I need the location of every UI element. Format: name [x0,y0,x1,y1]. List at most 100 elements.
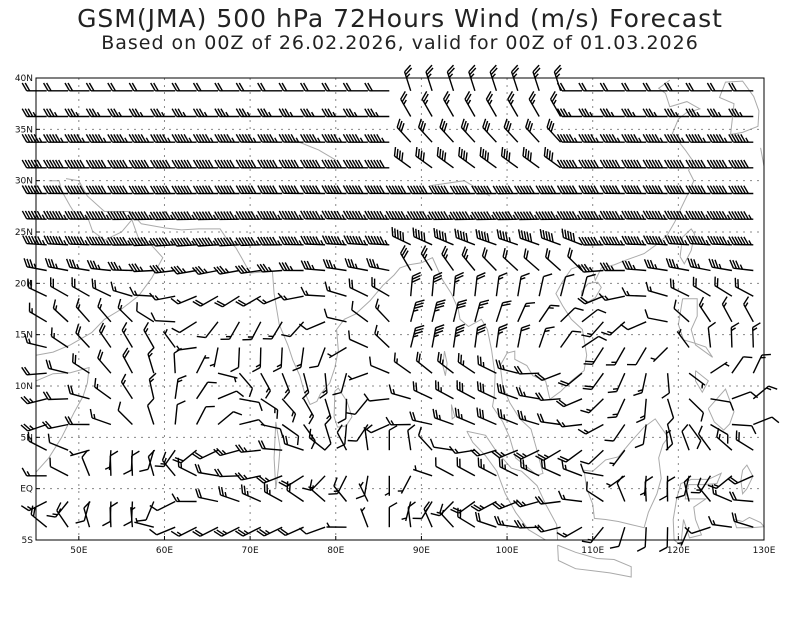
wind-barb [321,185,347,195]
wind-barb [697,425,712,451]
wind-barb [410,271,421,297]
wind-barb [431,271,443,297]
wind-barb [522,147,540,169]
wind-barb [107,185,133,195]
wind-barb [752,353,771,374]
map-subtitle: Based on 00Z of 26.02.2026, valid for 00… [101,32,699,54]
wind-barb [75,501,91,524]
wind-barb [257,82,283,92]
wind-barb [658,527,669,553]
wind-barb [64,134,90,143]
wind-barb [150,108,176,118]
wind-barb [374,298,390,323]
wind-barb [581,321,604,338]
wind-barb [688,424,702,450]
wind-barb [107,108,133,118]
wind-barb [688,372,706,389]
wind-barb [117,401,133,425]
wind-barb [579,449,604,465]
wind-barb [557,490,583,503]
wind-barb [729,259,754,272]
wind-barb [721,296,733,323]
wind-barb [710,361,730,374]
wind-barb [493,515,518,528]
wind-barb [64,108,90,118]
wind-barb [333,477,348,502]
wind-barb [458,147,476,169]
wind-barb [321,82,347,92]
wind-barb [642,133,668,143]
wind-barb [728,185,754,195]
wind-barb [561,459,583,477]
wind-barb [513,365,540,375]
wind-barb [599,82,625,92]
lat-tick-label: 30N [15,177,33,187]
wind-barb [278,475,304,488]
wind-barb [474,272,486,297]
coastline [333,387,353,428]
wind-barb [621,133,647,143]
wind-barb [684,526,711,535]
wind-barb [299,159,326,169]
wind-barb [728,211,754,220]
wind-barb [577,263,604,273]
wind-barb [474,299,490,322]
wind-barb [456,457,476,477]
lat-tick-label: 35N [15,125,33,135]
wind-barb [498,457,519,477]
wind-barb [409,411,433,426]
wind-barb [136,302,155,323]
wind-barb [85,82,111,92]
wind-barb [385,416,411,426]
wind-barb [477,457,497,477]
wind-barb [645,281,668,297]
wind-barb [559,273,575,297]
wind-barb [431,324,445,348]
wind-barb [214,133,240,143]
wind-barb [685,159,711,169]
wind-barb [42,133,69,143]
wind-barb [56,502,69,528]
wind-barb [149,292,176,301]
wind-barb [706,108,732,118]
wind-barb [364,159,390,169]
wind-barb [692,276,711,297]
wind-barb [690,475,712,494]
wind-barb [303,424,316,450]
wind-barb [171,237,197,247]
wind-barb [98,322,112,348]
wind-barb [543,147,562,169]
wind-barb [581,273,596,297]
wind-barb [707,235,732,246]
lat-tick-label: EQ [20,485,33,495]
wind-barb [364,108,390,118]
wind-barb [454,407,476,426]
wind-barb [69,449,90,457]
wind-barb [137,501,155,522]
wind-barb [412,501,433,520]
wind-barb [578,82,604,92]
wind-barb [728,159,754,169]
wind-barb [536,413,561,426]
wind-barb [578,159,604,169]
wind-barb [214,211,240,221]
wind-barb [154,449,176,468]
wind-barb [468,64,477,92]
wind-barb [128,159,154,169]
wind-barb [642,235,668,246]
wind-barb [492,211,518,221]
wind-barb [192,211,219,221]
wind-barb [122,347,134,374]
wind-barb [410,299,425,322]
wind-barb [532,64,541,92]
map-title: GSM(JMA) 500 hPa 72Hours Wind (m/s) Fore… [77,4,723,33]
wind-barb [326,522,347,528]
wind-barb [328,475,348,495]
wind-barb [176,345,197,351]
wind-barb [599,236,625,246]
wind-barb [41,420,69,430]
wind-barb [412,465,433,477]
wind-barb [663,159,690,169]
wind-barb [663,185,690,195]
wind-barb [128,263,154,273]
